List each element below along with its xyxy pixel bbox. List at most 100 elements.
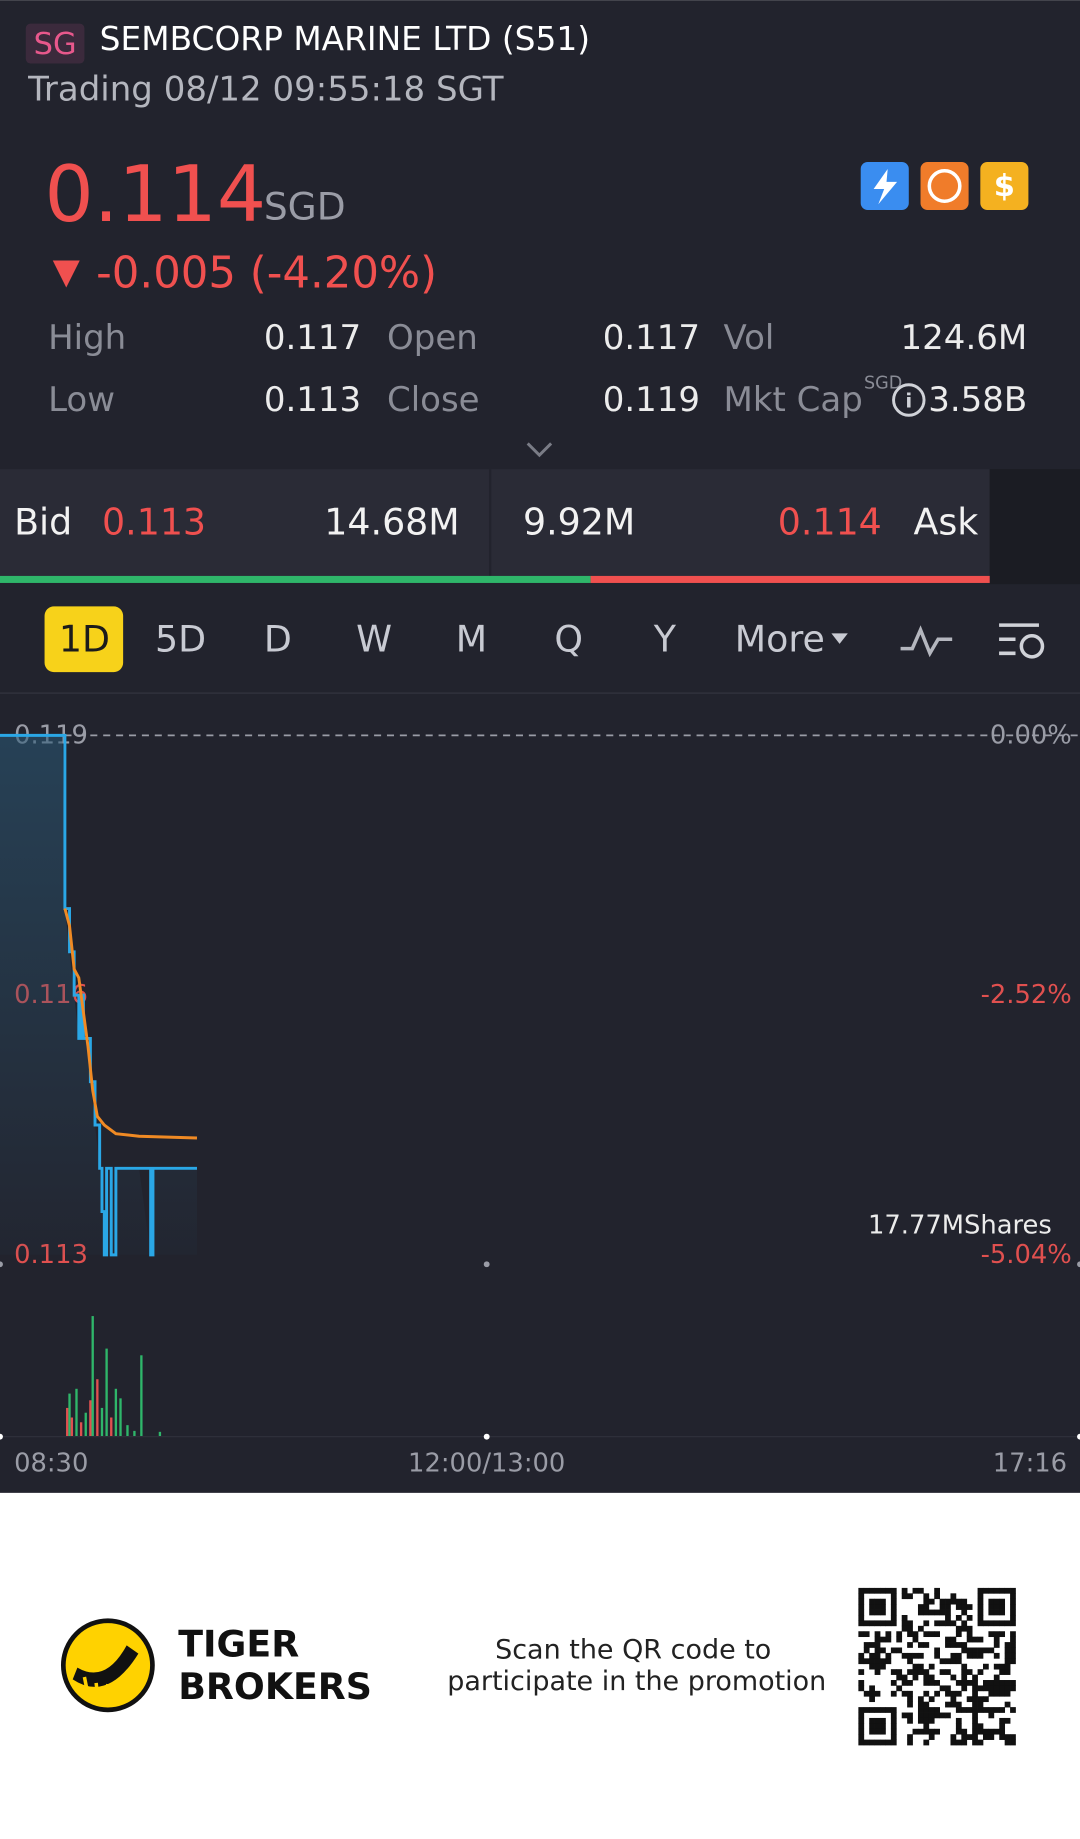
grid-dot xyxy=(0,1261,3,1268)
qr-module xyxy=(869,1598,875,1605)
qr-module xyxy=(966,1669,973,1675)
info-glyph: i xyxy=(905,390,912,413)
qr-module xyxy=(945,1685,951,1692)
qr-module xyxy=(955,1652,962,1659)
period-tab[interactable]: More xyxy=(735,618,825,661)
qr-module xyxy=(928,1680,935,1686)
qr-module xyxy=(912,1652,919,1659)
qr-module xyxy=(977,1685,984,1692)
qr-module xyxy=(982,1728,989,1735)
qr-module xyxy=(923,1669,930,1675)
qr-module xyxy=(955,1680,962,1686)
expand-chevron[interactable] xyxy=(526,442,553,458)
qr-module xyxy=(858,1631,865,1638)
period-tab[interactable]: 5D xyxy=(155,618,206,661)
brand-line: TIGER xyxy=(178,1623,299,1666)
period-tab[interactable]: W xyxy=(356,618,392,661)
qr-module xyxy=(955,1717,962,1724)
qr-module xyxy=(977,1593,984,1600)
logo-mark xyxy=(72,1645,139,1687)
qr-module xyxy=(950,1593,957,1600)
indicator-button[interactable] xyxy=(900,625,953,658)
qr-module xyxy=(1010,1609,1016,1616)
ask-label: Ask xyxy=(913,500,978,543)
qr-module xyxy=(993,1663,1000,1670)
volume-bar xyxy=(75,1388,78,1437)
info-icon[interactable] xyxy=(892,383,926,417)
qr-module xyxy=(934,1707,940,1713)
period-tabs: 1D 5D D W M Q Y More xyxy=(44,606,848,673)
period-tab[interactable]: M xyxy=(456,618,487,661)
qr-module xyxy=(955,1723,962,1730)
qr-module xyxy=(890,1680,897,1686)
qr-module xyxy=(869,1658,875,1665)
qr-module xyxy=(1010,1614,1016,1621)
bid-ask-panel xyxy=(0,469,990,578)
qr-code[interactable] xyxy=(858,1587,1016,1746)
qr-module xyxy=(988,1707,995,1713)
qr-module xyxy=(890,1598,897,1605)
qr-module xyxy=(934,1609,940,1616)
qr-module xyxy=(961,1669,968,1675)
qr-module xyxy=(874,1739,881,1746)
qr-module xyxy=(961,1680,968,1686)
qr-module xyxy=(934,1728,940,1735)
qr-module xyxy=(1010,1620,1016,1627)
qr-module xyxy=(977,1604,984,1610)
volume-bar xyxy=(119,1398,122,1437)
volume-bar xyxy=(126,1425,129,1437)
qr-module xyxy=(912,1663,919,1670)
qr-module xyxy=(874,1604,881,1610)
qr-module xyxy=(869,1717,875,1724)
volume-bar xyxy=(96,1379,99,1437)
qr-module xyxy=(901,1593,908,1600)
icon-glyph: $ xyxy=(994,169,1015,204)
qr-module xyxy=(999,1663,1006,1670)
qr-module xyxy=(961,1728,968,1735)
qr-module xyxy=(999,1685,1006,1692)
qr-module xyxy=(890,1717,897,1724)
qr-module xyxy=(907,1593,913,1600)
ask-size: 9.92M xyxy=(523,500,635,543)
qr-module xyxy=(928,1712,935,1719)
qr-module xyxy=(880,1717,886,1724)
logo-circle xyxy=(60,1618,155,1713)
qr-module xyxy=(880,1598,886,1605)
qr-module xyxy=(890,1739,897,1746)
period-tab[interactable]: D xyxy=(264,618,292,661)
qr-module xyxy=(907,1690,913,1697)
qr-module xyxy=(863,1642,870,1648)
qr-module xyxy=(880,1620,886,1627)
active-tab[interactable] xyxy=(44,606,124,673)
currency: SGD xyxy=(264,185,346,229)
qr-module xyxy=(939,1658,946,1665)
stat-value: 124.6M xyxy=(901,318,1028,358)
qr-module xyxy=(993,1690,1000,1697)
qr-module xyxy=(858,1712,865,1719)
qr-module xyxy=(999,1631,1006,1638)
qr-module xyxy=(923,1642,930,1648)
qr-module xyxy=(869,1696,875,1703)
settings-button[interactable] xyxy=(999,623,1045,659)
period-tab[interactable]: Q xyxy=(554,618,583,661)
qr-module xyxy=(874,1663,881,1670)
qr-module xyxy=(917,1587,924,1594)
qr-module xyxy=(982,1587,989,1594)
qr-module xyxy=(901,1614,908,1621)
qr-module xyxy=(988,1620,995,1627)
qr-module xyxy=(874,1642,881,1648)
qr-module xyxy=(874,1647,881,1654)
qr-module xyxy=(934,1631,940,1638)
period-tab[interactable]: Y xyxy=(653,618,677,661)
qr-module xyxy=(901,1674,908,1681)
logo-stripes xyxy=(82,1676,121,1696)
qr-module xyxy=(1010,1652,1016,1659)
qr-module xyxy=(885,1636,892,1643)
icon[interactable] xyxy=(980,161,1029,211)
period-tab[interactable]: 1D xyxy=(59,618,110,661)
qr-module xyxy=(1010,1647,1016,1654)
qr-module xyxy=(912,1674,919,1681)
qr-module xyxy=(923,1712,930,1719)
qr-module xyxy=(880,1723,886,1730)
